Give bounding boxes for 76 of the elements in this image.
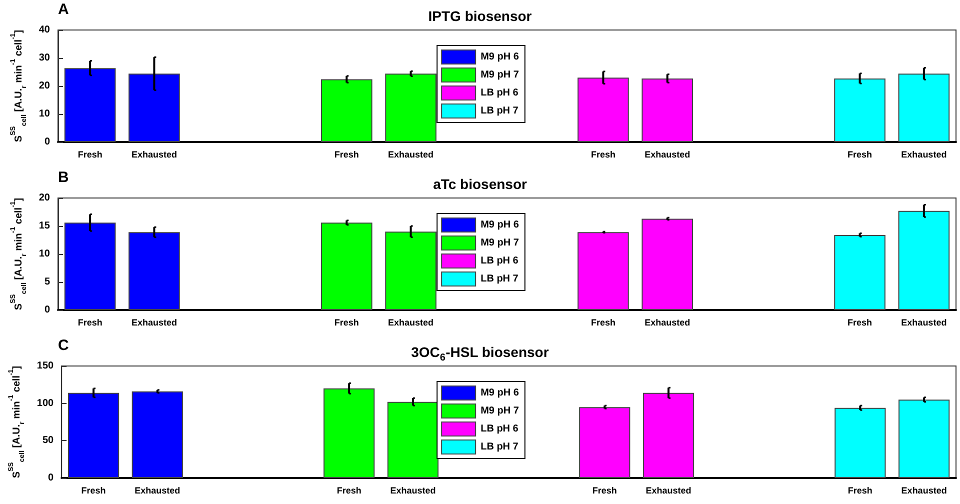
legend-label: LB pH 7 <box>480 442 519 452</box>
legend-label: M9 pH 7 <box>480 406 520 416</box>
legend-label: LB pH 6 <box>480 424 519 434</box>
y-tick-label: 20 <box>38 192 50 204</box>
bar <box>642 218 694 310</box>
legend-label: LB pH 6 <box>480 256 519 266</box>
bar <box>834 408 886 478</box>
x-tick-label: Fresh <box>592 486 617 496</box>
x-tick-label: Fresh <box>336 486 362 496</box>
chart-title: IPTG biosensor <box>428 8 532 24</box>
x-tick-label: Exhausted <box>388 150 434 160</box>
x-tick-label: Fresh <box>848 486 872 496</box>
bar <box>642 78 694 142</box>
bar <box>320 222 372 310</box>
x-tick-label: Fresh <box>590 150 616 160</box>
legend-label: M9 pH 7 <box>480 70 520 80</box>
x-tick-label: Exhausted <box>644 318 690 328</box>
bar <box>898 210 950 310</box>
y-tick-label: 0 <box>44 136 50 148</box>
x-tick-label: Fresh <box>78 318 102 328</box>
x-tick-label: Exhausted <box>388 318 434 328</box>
x-tick-label: Fresh <box>78 150 102 160</box>
y-tick-label: 10 <box>38 108 50 120</box>
legend-label: M9 pH 6 <box>480 52 520 62</box>
x-tick-label: Fresh <box>334 150 359 160</box>
y-tick-label: 100 <box>36 398 54 409</box>
y-tick-label: 20 <box>38 80 50 92</box>
y-tick-label: 50 <box>42 435 54 446</box>
bar <box>320 79 372 142</box>
bar <box>578 232 629 310</box>
x-tick-label: Fresh <box>81 486 106 496</box>
text: C <box>58 337 69 354</box>
x-tick-label: Exhausted <box>131 318 177 328</box>
x-tick-label: Exhausted <box>646 486 692 496</box>
legend-label: M9 pH 6 <box>480 220 520 230</box>
y-tick-label: 0 <box>44 304 50 316</box>
x-tick-label: Exhausted <box>901 318 947 328</box>
bar <box>579 407 630 478</box>
legend-label: M9 pH 7 <box>480 238 520 248</box>
legend-label: LB pH 6 <box>480 88 519 98</box>
x-tick-label: Exhausted <box>901 486 947 496</box>
x-tick-label: Exhausted <box>901 150 947 160</box>
y-tick-label: 15 <box>38 220 50 232</box>
bar <box>834 78 886 142</box>
bar <box>324 388 375 478</box>
bar <box>898 74 950 142</box>
y-tick-label: 10 <box>38 248 50 260</box>
y-tick-label: 30 <box>38 52 50 64</box>
x-tick-label: Fresh <box>848 318 872 328</box>
legend-label: M9 pH 6 <box>480 388 520 398</box>
y-tick-label: 5 <box>44 276 50 288</box>
y-tick-label: 0 <box>48 472 54 484</box>
y-tick-label: 40 <box>38 24 50 36</box>
x-tick-label: Fresh <box>848 150 872 160</box>
bar <box>128 74 180 142</box>
x-tick-label: Fresh <box>590 318 616 328</box>
x-tick-label: Exhausted <box>644 150 690 160</box>
legend-label: LB pH 7 <box>480 106 519 116</box>
y-tick-label: 150 <box>36 360 54 372</box>
x-tick-label: Exhausted <box>390 486 436 496</box>
bar <box>578 78 629 142</box>
text: A <box>58 1 69 18</box>
x-tick-label: Exhausted <box>134 486 180 496</box>
bar <box>132 391 183 478</box>
x-tick-label: Fresh <box>334 318 359 328</box>
bar <box>898 400 950 478</box>
bar <box>128 232 180 310</box>
text: B <box>58 169 69 186</box>
bar <box>642 392 694 478</box>
bar <box>64 68 116 142</box>
bar <box>834 234 886 310</box>
chart-title: aTc biosensor <box>433 176 528 192</box>
legend-label: LB pH 7 <box>480 274 519 284</box>
x-tick-label: Exhausted <box>131 150 177 160</box>
bar <box>68 392 120 478</box>
bar <box>64 222 116 310</box>
